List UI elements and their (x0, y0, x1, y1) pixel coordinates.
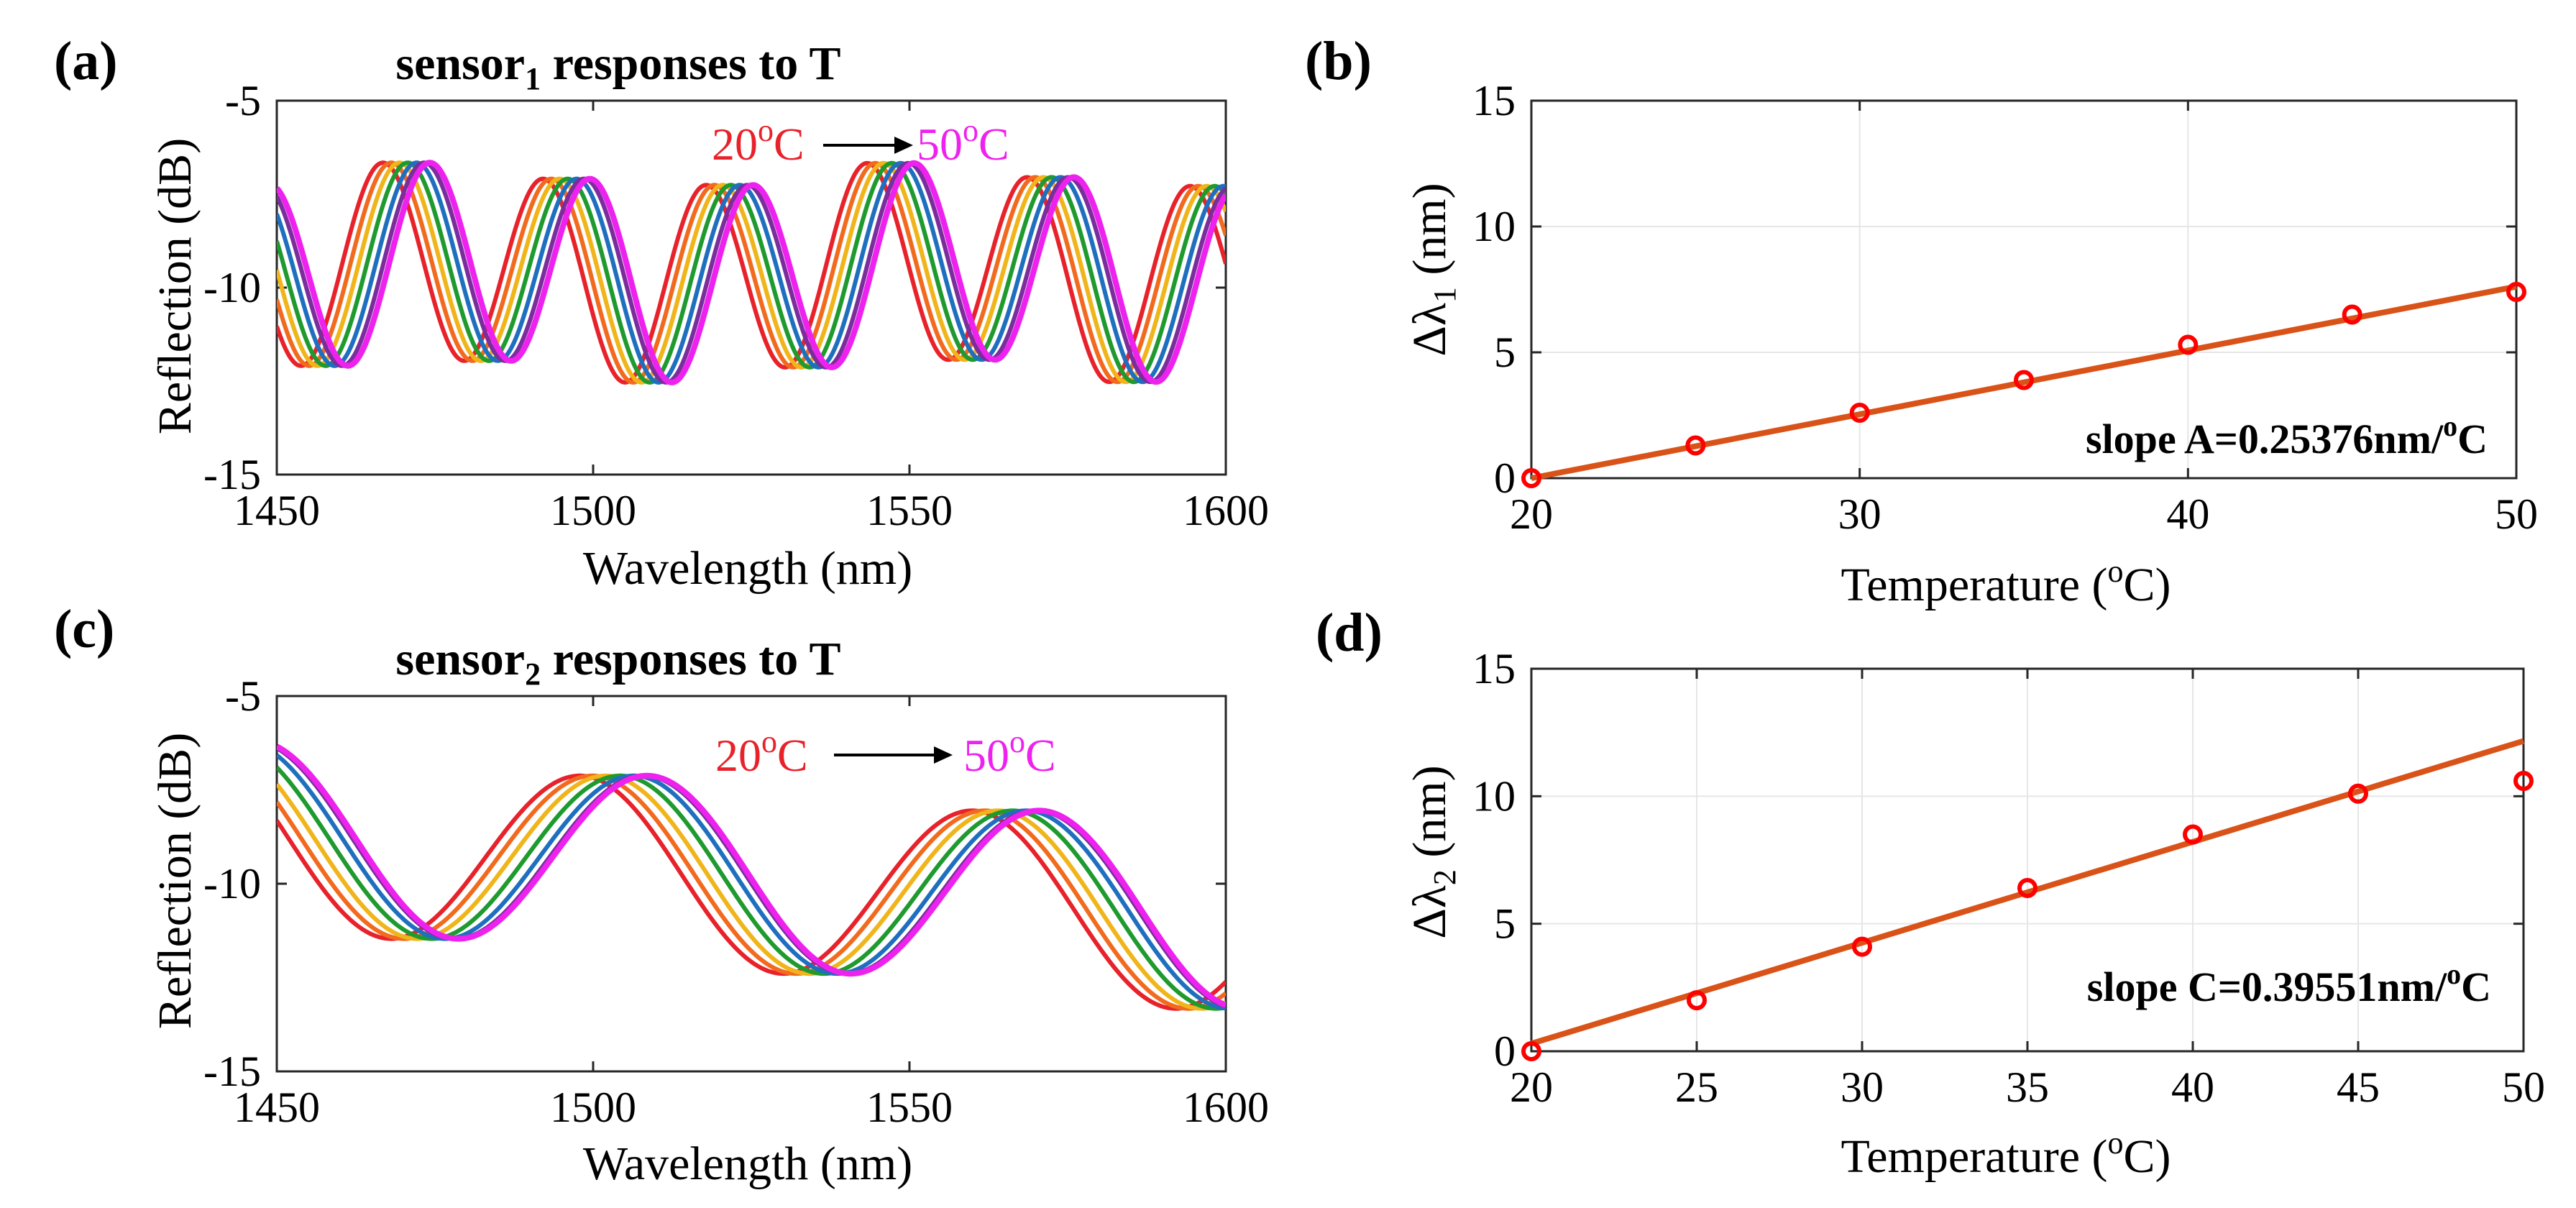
panel-d-xlabel: Temperature (oC) (1841, 1125, 2171, 1183)
data-point (2178, 334, 2199, 355)
x-tick-label: 40 (2171, 1063, 2214, 1111)
y-tick-label: 10 (1472, 203, 1516, 250)
panel-d: (d) 20 25 30 35 40 45 50 0 5 10 15 Temperature (oC… (1316, 603, 2545, 1183)
panel-d-plot: 20 25 30 35 40 45 50 0 5 10 15 (1472, 645, 2545, 1111)
panel-a-annotation-to: 50oC (917, 113, 1009, 170)
data-point (1852, 936, 1872, 957)
data-point (1521, 468, 1541, 488)
panel-c-annotation-to: 50oC (963, 724, 1056, 781)
series-line-2 (277, 160, 1226, 385)
x-tick-label: 1450 (234, 487, 320, 534)
panel-c-xlabel: Wavelength (nm) (583, 1138, 912, 1190)
panel-a-annotation: 20oC (712, 113, 805, 170)
data-point (2014, 370, 2034, 390)
x-tick-label: 20 (1510, 490, 1553, 538)
panel-a-arrowhead (894, 137, 913, 154)
panel-b-plot: 20 30 40 50 0 5 10 15 (1472, 77, 2538, 538)
series-line-3 (277, 160, 1226, 385)
series-line-2 (277, 773, 1226, 1011)
y-tick-label: -15 (203, 1048, 261, 1095)
series-line-7 (277, 743, 1226, 1008)
y-tick-label: 0 (1494, 1028, 1516, 1075)
panel-c-title: sensor2 responses to T (395, 633, 840, 692)
data-point (1687, 990, 1707, 1011)
panel-b-ylabel: Δλ1 (nm) (1403, 183, 1462, 356)
data-point (2506, 282, 2526, 302)
x-tick-label: 1550 (866, 1084, 953, 1131)
data-point (2017, 878, 2038, 899)
x-tick-label: 20 (1510, 1063, 1553, 1111)
panel-a-label: (a) (54, 31, 118, 91)
x-tick-label: 1500 (550, 487, 636, 534)
series-group (277, 743, 1226, 1011)
x-tick-label: 1450 (234, 1084, 320, 1131)
series-line-1 (277, 160, 1226, 385)
panel-c-annotation: 20oC (715, 724, 808, 781)
x-tick-label: 1500 (550, 1084, 636, 1131)
series-group (277, 160, 1226, 385)
panel-c-plot: 1450 1500 1550 1600 -5 -10 -15 (203, 672, 1269, 1131)
x-tick-label: 35 (2006, 1063, 2049, 1111)
panel-c: (c) sensor2 responses to T 1450 1500 1550 1… (54, 599, 1269, 1190)
data-point (1849, 403, 1870, 423)
data-point (2342, 304, 2362, 325)
panel-a-plot: 1450 1500 1550 1600 -5 -10 -15 (203, 77, 1269, 534)
panel-a: (a) sensor1 responses to T 1450 1500 1550 1… (54, 31, 1269, 595)
x-tick-label: 1600 (1183, 487, 1269, 534)
series-line-1 (277, 773, 1226, 1011)
y-tick-label: -5 (225, 672, 261, 720)
y-tick-label: -10 (203, 264, 261, 311)
panel-a-title: sensor1 responses to T (395, 37, 840, 96)
y-tick-label: -15 (203, 451, 261, 498)
x-tick-label: 50 (2502, 1063, 2545, 1111)
series-line-5 (277, 753, 1226, 1011)
y-tick-label: 15 (1472, 77, 1516, 124)
panel-b-slope: slope A=0.25376nm/oC (2086, 410, 2488, 462)
x-tick-label: 30 (1841, 1063, 1884, 1111)
data-point (1521, 1041, 1541, 1061)
y-tick-label: 10 (1472, 772, 1516, 820)
panel-a-xlabel: Wavelength (nm) (583, 542, 912, 595)
data-point (2348, 783, 2368, 804)
x-tick-label: 1600 (1183, 1084, 1269, 1131)
panel-d-ylabel: Δλ2 (nm) (1403, 765, 1462, 938)
fit-line (1531, 283, 2517, 481)
anno-from: 20 (712, 119, 758, 170)
series-line-7 (277, 160, 1226, 385)
y-tick-label: 5 (1494, 329, 1516, 376)
panel-c-label: (c) (54, 599, 114, 659)
x-tick-label: 1550 (866, 487, 953, 534)
y-tick-label: -5 (225, 77, 261, 124)
x-tick-label: 25 (1675, 1063, 1718, 1111)
series-line-4 (277, 160, 1226, 385)
panel-d-slope: slope C=0.39551nm/oC (2087, 958, 2491, 1010)
panel-c-arrowhead (934, 746, 953, 764)
data-point (1685, 435, 1706, 456)
panel-d-label: (d) (1316, 603, 1383, 663)
y-tick-label: 5 (1494, 900, 1516, 948)
x-tick-label: 40 (2166, 490, 2209, 538)
panel-b-label: (b) (1305, 31, 1372, 91)
y-tick-label: 0 (1494, 454, 1516, 502)
panel-c-ylabel: Reflection (dB) (149, 733, 201, 1029)
series-line-3 (277, 773, 1226, 1011)
x-tick-label: 30 (1838, 490, 1881, 538)
data-point (2183, 824, 2203, 845)
x-tick-label: 50 (2495, 490, 2538, 538)
data-point (2513, 771, 2534, 792)
y-tick-label: -10 (203, 860, 261, 907)
panel-b-xlabel: Temperature (oC) (1841, 554, 2171, 611)
y-tick-label: 15 (1472, 645, 1516, 692)
panel-b: (b) 20 30 40 50 0 5 10 15 Temperature (oC) Δλ1 … (1305, 31, 2538, 611)
panel-a-ylabel: Reflection (dB) (149, 138, 201, 434)
x-tick-label: 45 (2337, 1063, 2380, 1111)
